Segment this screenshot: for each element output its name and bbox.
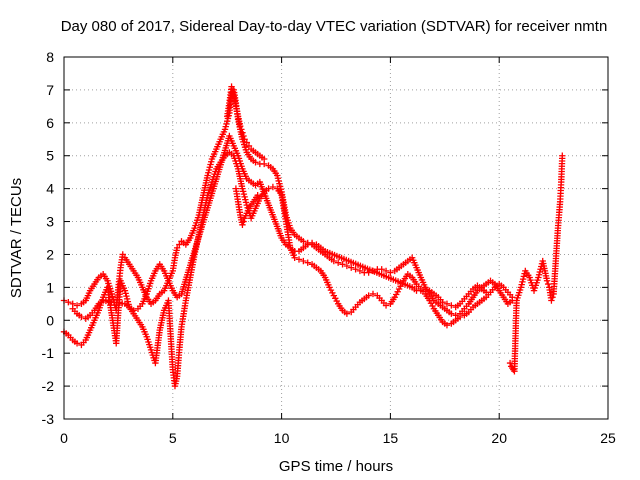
- data-point-interp: [240, 132, 247, 140]
- data-point: [387, 269, 394, 276]
- data-point: [339, 261, 346, 268]
- data-point: [308, 239, 316, 247]
- data-point: [352, 266, 359, 273]
- chart-title: Day 080 of 2017, Sidereal Day-to-day VTE…: [61, 18, 608, 35]
- data-point: [260, 155, 268, 163]
- data-point: [241, 136, 248, 143]
- data-point: [548, 297, 555, 304]
- data-markers: [60, 83, 566, 390]
- data-point: [378, 266, 385, 273]
- data-point: [448, 310, 455, 317]
- data-point: [330, 257, 338, 265]
- y-tick-label: 6: [46, 115, 54, 131]
- data-point: [237, 122, 244, 130]
- data-point: [239, 129, 246, 136]
- data-point: [265, 185, 272, 192]
- x-tick-label: 25: [600, 430, 616, 446]
- data-point: [65, 298, 72, 306]
- data-point-interp: [238, 126, 245, 133]
- data-point: [422, 285, 429, 293]
- y-tick-label: 2: [46, 246, 54, 262]
- plot-frame: [63, 56, 609, 420]
- data-point-interp: [240, 218, 247, 225]
- x-axis-title: GPS time / hours: [279, 458, 393, 475]
- data-point: [78, 313, 85, 321]
- data-point: [245, 142, 253, 150]
- data-point: [482, 289, 490, 296]
- data-point: [382, 302, 390, 309]
- data-point: [73, 302, 81, 309]
- data-point: [417, 287, 425, 294]
- data-point: [509, 294, 516, 301]
- data-point: [291, 254, 298, 261]
- data-point: [173, 244, 181, 252]
- y-tick-label: -2: [42, 378, 55, 394]
- data-point: [439, 298, 446, 306]
- data-point: [304, 241, 311, 248]
- data-point: [348, 264, 355, 271]
- x-tick-label: 10: [274, 430, 290, 446]
- data-point: [443, 322, 451, 329]
- data-point: [365, 269, 372, 276]
- data-point: [365, 292, 372, 299]
- x-tick-label: 0: [60, 430, 68, 446]
- grid-layer: [64, 57, 608, 419]
- data-point: [176, 241, 183, 248]
- y-axis-title: SDTVAR / TECUs: [8, 178, 25, 298]
- data-point: [252, 159, 259, 166]
- data-point: [443, 300, 451, 308]
- data-point: [343, 310, 351, 317]
- data-point: [130, 307, 137, 314]
- y-tick-label: 1: [46, 279, 54, 295]
- data-point: [343, 262, 351, 270]
- data-point: [559, 152, 566, 159]
- y-axis-ticks: -3 -2 -1 0 1 2 3 4 5 6 7 8: [42, 49, 608, 427]
- x-tick-label: 5: [169, 430, 177, 446]
- data-point-interp: [549, 294, 556, 301]
- data-point: [119, 251, 126, 258]
- data-point-interp: [544, 280, 552, 288]
- y-tick-label: 4: [46, 181, 54, 197]
- data-point: [73, 340, 81, 347]
- data-point: [543, 277, 551, 284]
- y-tick-label: -1: [42, 345, 55, 361]
- data-point: [382, 267, 390, 275]
- data-point: [304, 259, 311, 266]
- x-tick-label: 15: [383, 430, 399, 446]
- y-tick-label: 7: [46, 82, 54, 98]
- y-tick-label: 0: [46, 312, 54, 328]
- data-point: [295, 256, 303, 263]
- data-point: [448, 302, 455, 309]
- x-axis-ticks: 0 5 10 15 20 25: [60, 57, 616, 446]
- y-tick-label: 8: [46, 49, 54, 65]
- data-point: [334, 259, 342, 266]
- data-point: [243, 139, 250, 146]
- data-point: [300, 257, 307, 265]
- y-tick-label: -3: [42, 411, 55, 427]
- data-point: [239, 221, 246, 229]
- y-tick-label: 3: [46, 214, 54, 230]
- data-point: [300, 238, 307, 245]
- data-point: [254, 192, 261, 199]
- y-tick-label: 5: [46, 148, 54, 164]
- data-point: [456, 313, 464, 321]
- data-point: [269, 183, 277, 191]
- data-point: [369, 290, 377, 298]
- x-tick-label: 20: [491, 430, 507, 446]
